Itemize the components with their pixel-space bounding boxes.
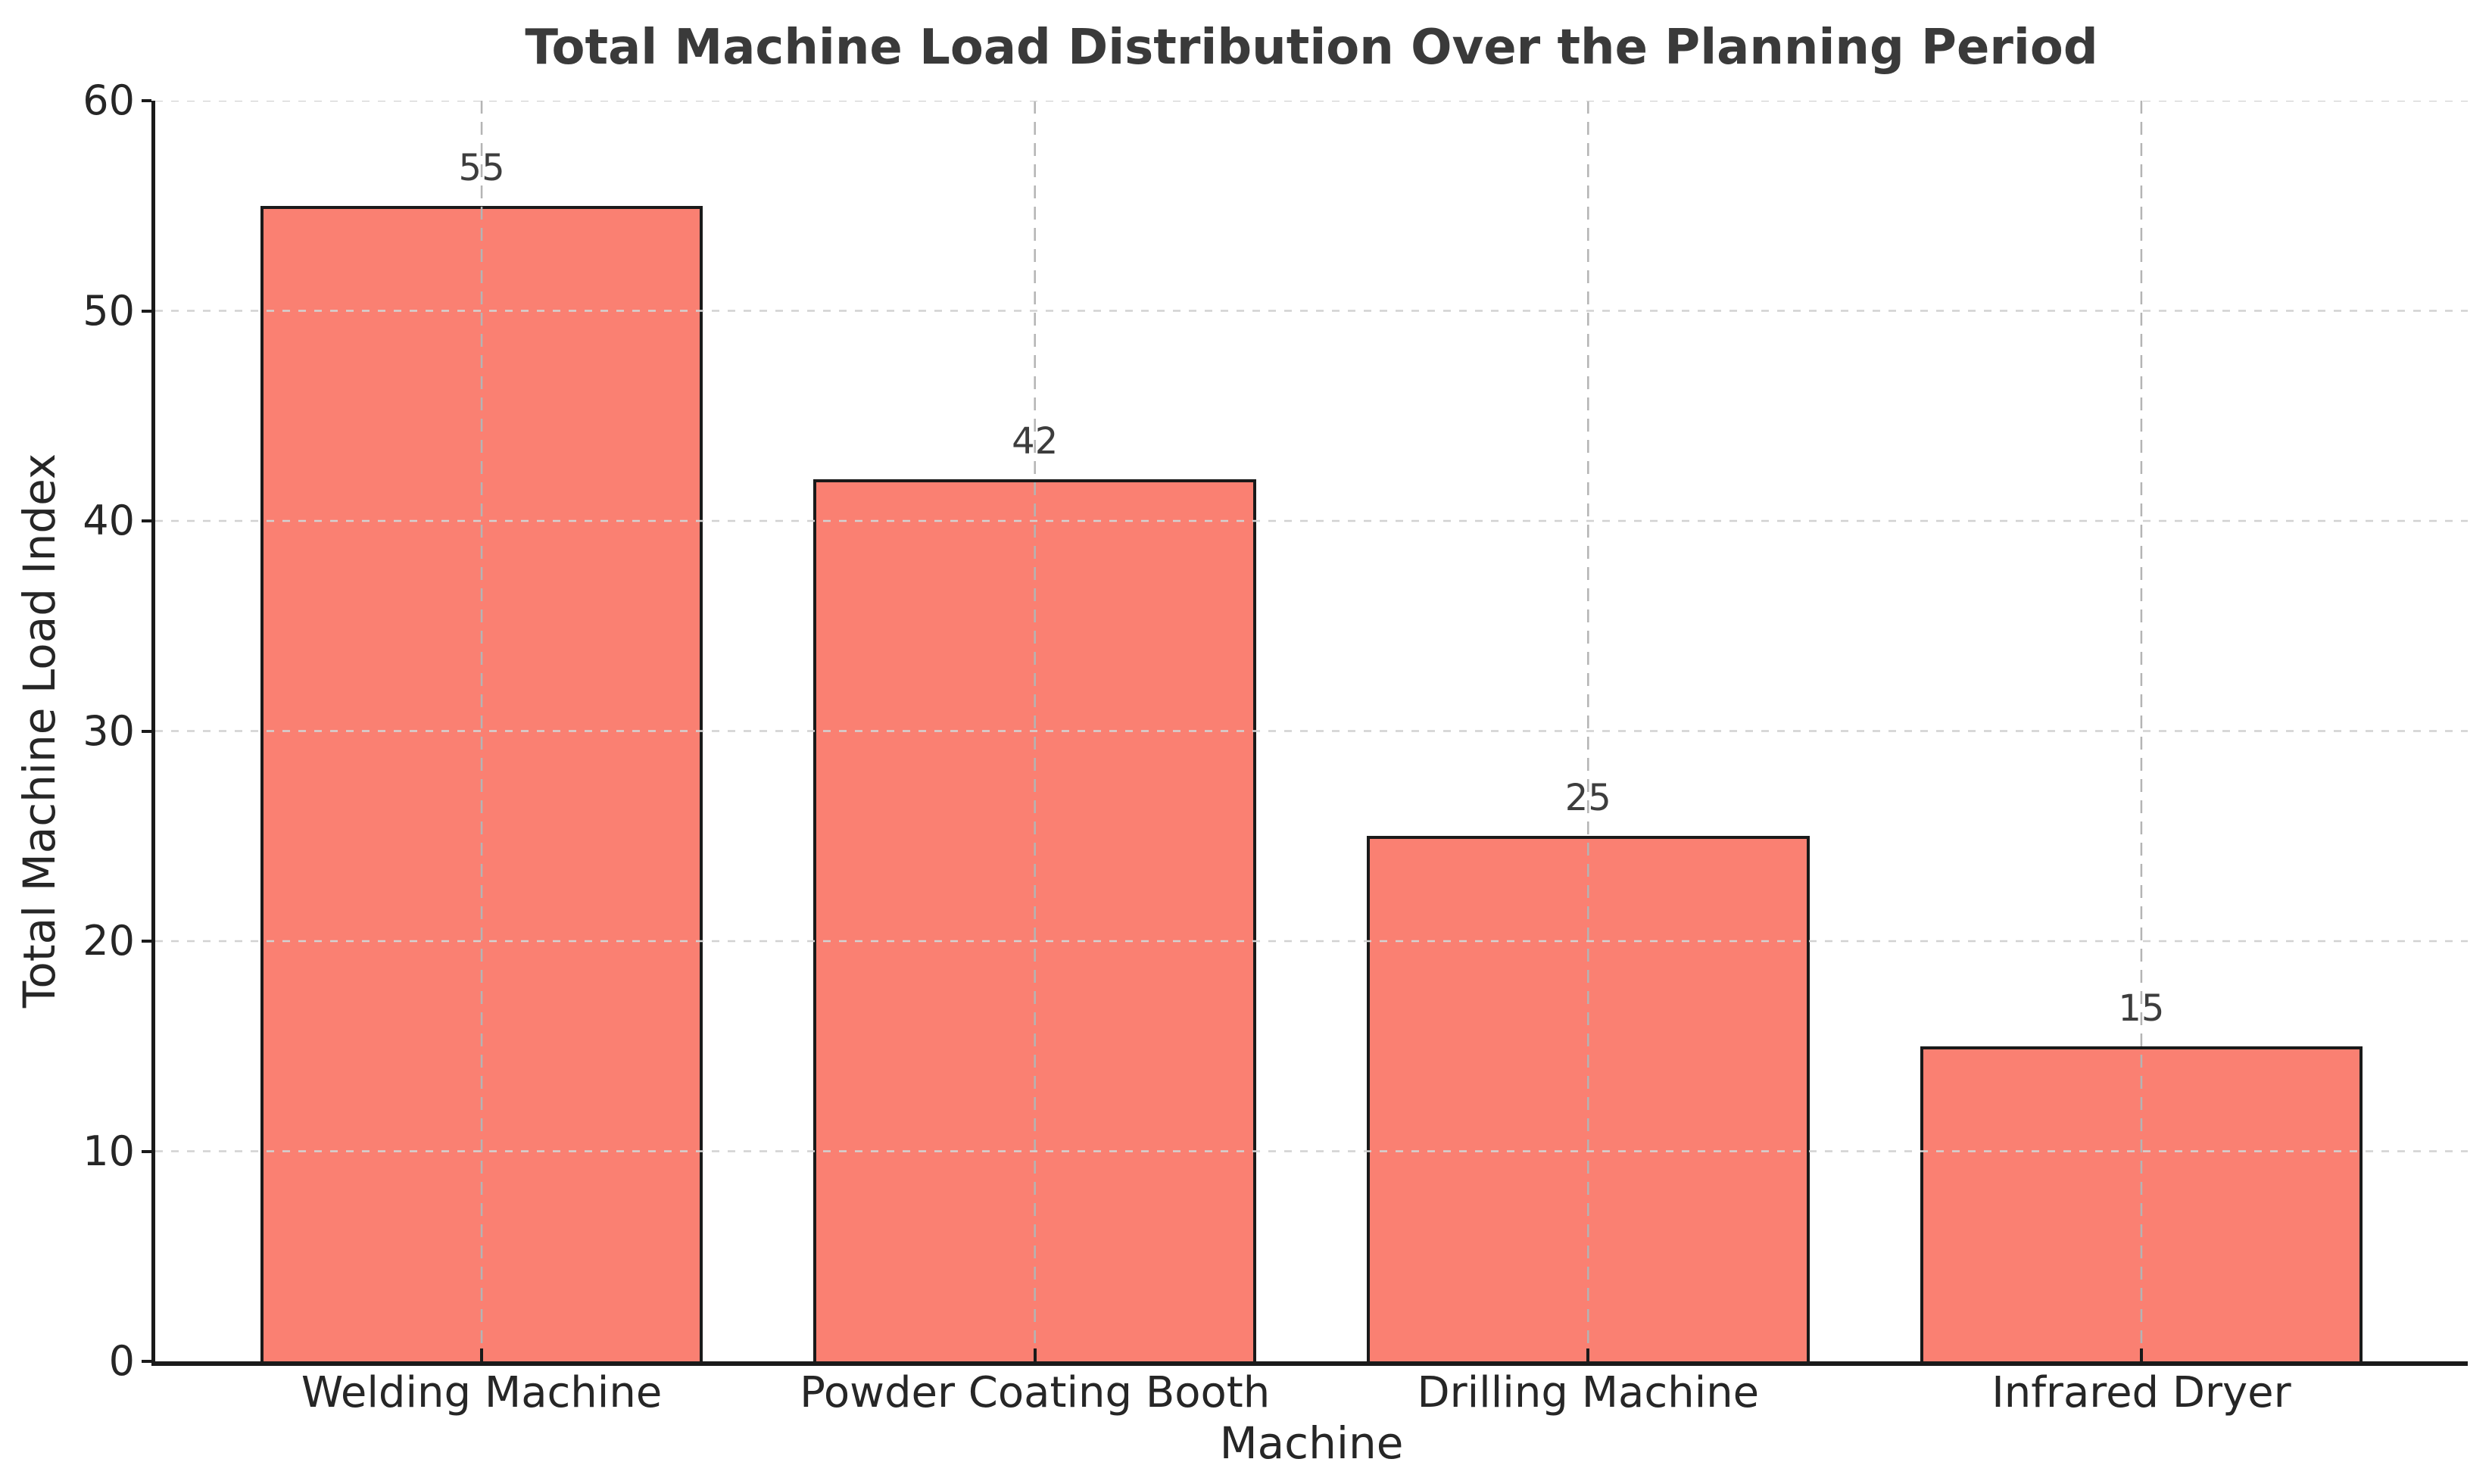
y-tick-mark: [142, 99, 151, 102]
x-tick-mark: [1033, 1348, 1037, 1361]
y-tick-label: 40: [83, 497, 135, 544]
bar-powder-coating-booth: [813, 479, 1256, 1361]
x-tick-mark: [2139, 1348, 2143, 1361]
y-axis-spine: [151, 101, 155, 1361]
y-tick-label: 50: [83, 286, 135, 335]
y-tick-label: 10: [83, 1127, 135, 1175]
x-tick-mark: [1586, 1348, 1590, 1361]
y-tick-label: 0: [108, 1337, 135, 1385]
y-tick-label: 20: [83, 917, 135, 965]
y-tick-label: 60: [83, 76, 135, 124]
bar-drilling-machine: [1367, 836, 1810, 1361]
y-tick-mark: [142, 519, 151, 522]
y-tick-label: 30: [83, 706, 135, 755]
bar-value-label: 25: [1564, 777, 1611, 820]
y-tick-mark: [142, 1360, 151, 1363]
x-tick-label: Powder Coating Booth: [800, 1368, 1271, 1417]
y-tick-mark: [142, 729, 151, 733]
x-axis-spine: [151, 1361, 2468, 1366]
bar-value-label: 42: [1012, 419, 1059, 463]
y-axis-label: Total Machine Load Index: [14, 453, 65, 1009]
x-tick-label: Drilling Machine: [1417, 1368, 1760, 1417]
y-tick-mark: [142, 940, 151, 943]
bar-value-label: 55: [458, 146, 505, 189]
x-axis-label: Machine: [1219, 1417, 1404, 1469]
x-tick-label: Welding Machine: [301, 1368, 663, 1417]
x-tick-label: Infrared Dryer: [1991, 1368, 2291, 1417]
plot-area: 55 Welding Machine 42 Powder Coating Booth 2…: [83, 80, 2468, 1417]
bar-value-label: 15: [2118, 987, 2165, 1030]
bar-welding-machine: [260, 205, 703, 1361]
y-tick-mark: [142, 309, 151, 313]
y-tick-mark: [142, 1149, 151, 1153]
x-tick-mark: [480, 1348, 484, 1361]
bar-infrared-dryer: [1920, 1046, 2363, 1361]
chart-title: Total Machine Load Distribution Over the…: [525, 20, 2098, 76]
